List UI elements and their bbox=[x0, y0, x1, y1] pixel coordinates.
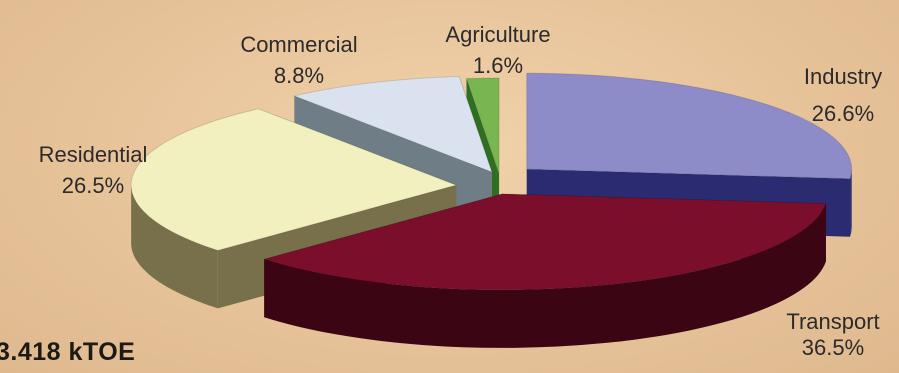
percent-residential: 26.5% bbox=[62, 173, 124, 198]
label-agriculture: Agriculture bbox=[445, 22, 550, 47]
total-energy-label: 3.418 kTOE bbox=[0, 338, 136, 366]
label-transport: Transport bbox=[786, 309, 879, 334]
label-commercial: Commercial bbox=[240, 32, 357, 57]
label-industry: Industry bbox=[804, 64, 882, 89]
pie-slices bbox=[130, 72, 853, 348]
slice-transport bbox=[262, 193, 827, 348]
label-residential: Residential bbox=[39, 142, 148, 167]
slice-agriculture-top bbox=[465, 77, 500, 175]
slice-industry-top bbox=[526, 72, 853, 180]
slice-residential-side bbox=[131, 185, 218, 309]
percent-commercial: 8.8% bbox=[274, 63, 324, 88]
slice-commercial-top bbox=[292, 76, 493, 173]
percent-transport: 36.5% bbox=[802, 335, 864, 360]
slice-transport-side bbox=[264, 203, 826, 348]
slice-transport-top bbox=[262, 193, 827, 291]
percent-agriculture: 1.6% bbox=[473, 53, 523, 78]
percent-industry: 26.6% bbox=[812, 101, 874, 126]
slice-residential-top bbox=[130, 108, 458, 251]
slice-industry-side bbox=[850, 169, 852, 237]
